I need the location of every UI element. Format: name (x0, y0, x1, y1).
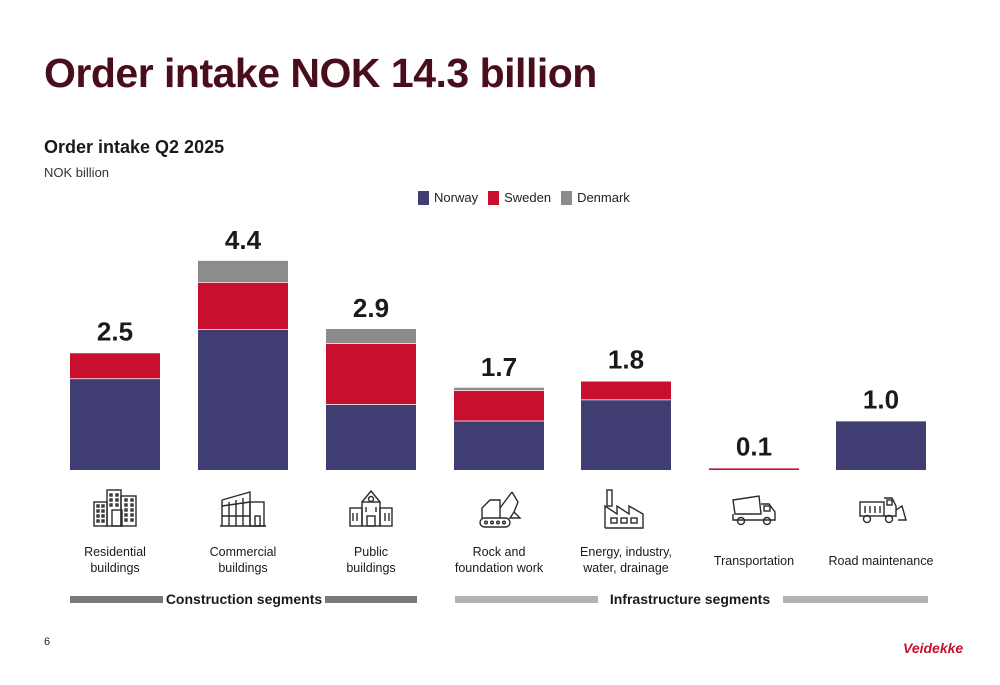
bar-denmark-3 (454, 387, 544, 391)
apartment-buildings-icon (93, 489, 137, 527)
total-label-1: 4.4 (225, 225, 262, 255)
office-building-icon (220, 491, 266, 527)
legend-swatch-sweden (488, 190, 500, 205)
chart-title: Order intake Q2 2025 (44, 137, 225, 157)
bar-sweden-2 (326, 343, 416, 405)
category-label-1: Commercial buildings (210, 545, 277, 575)
bar-denmark-1 (198, 260, 288, 282)
bar-sweden-1 (198, 282, 288, 329)
veidekke-logo: Veidekke (903, 640, 964, 656)
bar-norway-6 (836, 420, 926, 470)
legend-swatch-norway (418, 190, 429, 205)
chart-unit: NOK billion (44, 165, 110, 180)
legend-item-sweden: Sweden (488, 190, 551, 205)
total-label-6: 1.0 (863, 385, 899, 415)
legend-label-sweden: Sweden (504, 190, 552, 205)
category-label-3: Rock and foundation work (455, 545, 544, 575)
legend-label-denmark: Denmark (577, 190, 630, 205)
dump-truck-icon (732, 495, 776, 526)
infrastructure-segment-bar-left (455, 596, 598, 603)
category-label-0: Residential buildings (84, 545, 146, 575)
legend-swatch-denmark (561, 190, 573, 205)
construction-segment-bar-right (325, 596, 417, 603)
bar-sweden-5 (709, 467, 799, 470)
bar-norway-3 (454, 420, 544, 470)
page-number: 6 (44, 636, 51, 648)
legend-item-norway: Norway (418, 190, 478, 205)
total-label-3: 1.7 (481, 352, 517, 382)
legend-item-denmark: Denmark (561, 190, 630, 205)
legend-label-norway: Norway (434, 190, 479, 205)
construction-segments-label: Construction segments (166, 591, 323, 607)
bar-norway-1 (198, 329, 288, 470)
infrastructure-segment-bar-right (783, 596, 928, 603)
bar-norway-2 (326, 404, 416, 470)
category-label-4: Energy, industry, water, drainage (580, 545, 672, 575)
total-label-4: 1.8 (608, 345, 644, 375)
factory-icon (604, 489, 644, 529)
category-label-5: Transportation (714, 554, 794, 568)
bar-sweden-4 (581, 380, 671, 400)
school-building-icon (349, 489, 393, 527)
total-label-2: 2.9 (353, 293, 389, 323)
construction-segment-bar-left (70, 596, 163, 603)
bar-denmark-2 (326, 329, 416, 344)
bar-sweden-0 (70, 352, 160, 379)
bar-sweden-3 (454, 390, 544, 421)
category-label-2: Public buildings (346, 545, 395, 575)
snowplow-truck-icon (859, 497, 907, 524)
chart-legend: Norway Sweden Denmark (418, 190, 640, 205)
excavator-icon (479, 491, 522, 528)
bar-norway-4 (581, 399, 671, 470)
total-label-5: 0.1 (736, 432, 772, 462)
page-title: Order intake NOK 14.3 billion (44, 50, 597, 96)
bar-norway-0 (70, 378, 160, 470)
category-label-6: Road maintenance (829, 554, 934, 568)
total-label-0: 2.5 (97, 317, 133, 347)
infrastructure-segments-label: Infrastructure segments (610, 591, 770, 607)
